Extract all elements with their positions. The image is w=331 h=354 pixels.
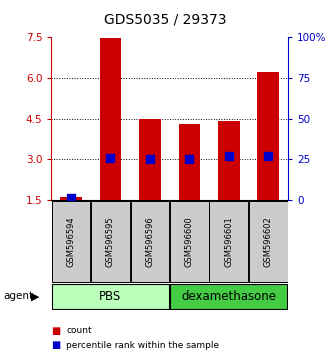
Text: dexamethasone: dexamethasone	[181, 290, 276, 303]
Text: ■: ■	[51, 340, 61, 350]
Bar	[170, 284, 287, 309]
Bar	[131, 201, 169, 282]
Text: PBS: PBS	[99, 290, 121, 303]
Point	[226, 153, 231, 159]
Bar	[139, 119, 161, 200]
Point	[69, 195, 74, 200]
Bar	[218, 121, 240, 200]
Bar	[178, 124, 200, 200]
Text: GSM596596: GSM596596	[145, 216, 155, 267]
Text: GSM596595: GSM596595	[106, 216, 115, 267]
Bar	[52, 284, 169, 309]
Text: GSM596600: GSM596600	[185, 216, 194, 267]
Text: count: count	[66, 326, 92, 336]
Text: GSM596602: GSM596602	[264, 216, 273, 267]
Point	[187, 156, 192, 162]
Point	[147, 156, 153, 162]
Text: GDS5035 / 29373: GDS5035 / 29373	[104, 12, 227, 27]
Text: agent: agent	[3, 291, 33, 302]
Bar	[91, 201, 130, 282]
Bar	[258, 73, 279, 200]
Bar	[249, 201, 288, 282]
Text: GSM596601: GSM596601	[224, 216, 233, 267]
Bar	[170, 201, 209, 282]
Bar	[100, 38, 121, 200]
Text: ▶: ▶	[31, 291, 40, 302]
Bar	[52, 201, 90, 282]
Point	[265, 153, 271, 159]
Text: GSM596594: GSM596594	[67, 216, 75, 267]
Bar	[60, 197, 82, 200]
Text: ■: ■	[51, 326, 61, 336]
Point	[108, 156, 113, 161]
Bar	[210, 201, 248, 282]
Text: percentile rank within the sample: percentile rank within the sample	[66, 341, 219, 350]
